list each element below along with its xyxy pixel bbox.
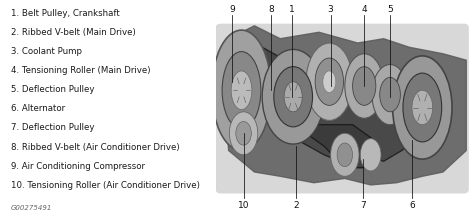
Ellipse shape [315, 58, 344, 105]
Ellipse shape [403, 73, 442, 142]
Ellipse shape [360, 139, 381, 171]
Text: 6. Alternator: 6. Alternator [11, 104, 65, 113]
Polygon shape [306, 125, 376, 168]
Text: 7. Deflection Pulley: 7. Deflection Pulley [11, 123, 94, 132]
Text: 8. Ribbed V-belt (Air Conditioner Drive): 8. Ribbed V-belt (Air Conditioner Drive) [11, 143, 180, 152]
Ellipse shape [229, 112, 258, 155]
Ellipse shape [236, 121, 251, 145]
Ellipse shape [412, 90, 433, 125]
Polygon shape [223, 26, 466, 185]
Ellipse shape [337, 143, 353, 167]
Text: 5: 5 [387, 5, 393, 14]
Ellipse shape [262, 49, 324, 144]
Ellipse shape [222, 52, 261, 129]
Ellipse shape [353, 67, 376, 105]
Text: 4: 4 [361, 5, 367, 14]
Ellipse shape [284, 82, 302, 112]
Text: 1: 1 [289, 5, 295, 14]
Ellipse shape [323, 71, 336, 92]
Text: 6: 6 [409, 201, 415, 210]
Text: G00275491: G00275491 [11, 205, 52, 211]
Text: 2. Ribbed V-belt (Main Drive): 2. Ribbed V-belt (Main Drive) [11, 28, 136, 37]
Text: 9. Air Conditioning Compressor: 9. Air Conditioning Compressor [11, 162, 145, 171]
Ellipse shape [306, 43, 353, 120]
Ellipse shape [345, 54, 383, 118]
Ellipse shape [331, 133, 359, 176]
FancyBboxPatch shape [216, 24, 469, 194]
Text: 8: 8 [268, 5, 274, 14]
Ellipse shape [231, 71, 252, 110]
Text: 3. Coolant Pump: 3. Coolant Pump [11, 47, 82, 56]
Polygon shape [234, 47, 440, 163]
Ellipse shape [212, 30, 271, 150]
Text: 5. Deflection Pulley: 5. Deflection Pulley [11, 85, 94, 94]
Text: 4. Tensioning Roller (Main Drive): 4. Tensioning Roller (Main Drive) [11, 66, 151, 75]
Ellipse shape [372, 64, 408, 125]
Ellipse shape [392, 56, 452, 159]
Text: 10. Tensioning Roller (Air Conditioner Drive): 10. Tensioning Roller (Air Conditioner D… [11, 181, 200, 190]
Text: 7: 7 [360, 201, 366, 210]
Text: 2: 2 [293, 201, 299, 210]
Text: 10: 10 [238, 201, 249, 210]
Ellipse shape [380, 77, 401, 112]
Text: 3: 3 [328, 5, 334, 14]
Text: 9: 9 [229, 5, 235, 14]
Ellipse shape [274, 67, 312, 127]
Text: 1. Belt Pulley, Crankshaft: 1. Belt Pulley, Crankshaft [11, 9, 120, 18]
